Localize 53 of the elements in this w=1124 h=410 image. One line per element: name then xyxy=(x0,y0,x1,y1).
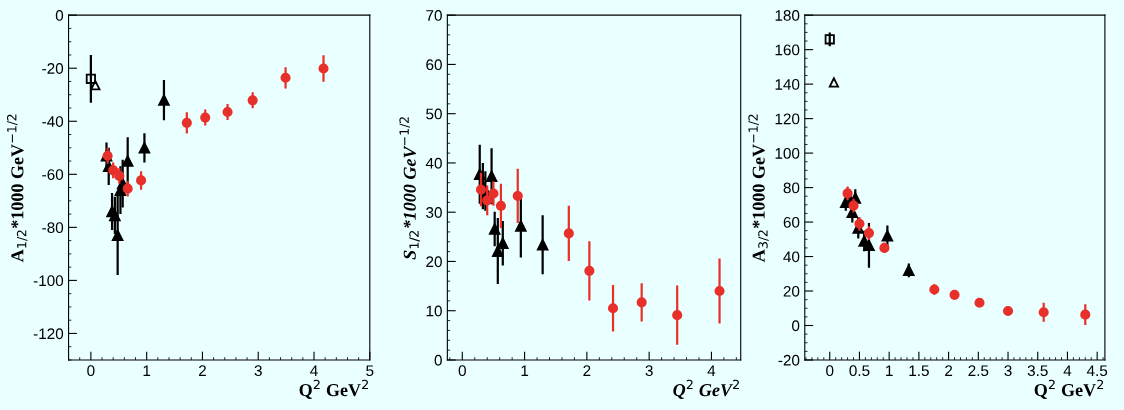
x-tick-label: 4 xyxy=(707,365,716,376)
x-tick-label: 1 xyxy=(886,365,893,376)
x-tick-label: 4.5 xyxy=(1086,365,1108,377)
y-tick-label: 40 xyxy=(425,157,442,169)
x-axis-title: Q$^{2}$ GeV$^{2}$ xyxy=(1034,379,1104,399)
x-tick-label: 0 xyxy=(458,365,466,377)
y-tick-label: 100 xyxy=(775,147,800,159)
y-tick-label: -40 xyxy=(42,116,64,127)
x-tick-label: 4 xyxy=(310,365,318,376)
y-tick-label: 20 xyxy=(783,285,800,297)
y-tick-label: -20 xyxy=(778,354,800,366)
x-tick-label: 4 xyxy=(1063,365,1072,376)
x-tick-label: 2 xyxy=(198,365,206,376)
x-tick-label: 0.5 xyxy=(849,365,870,377)
x-tick-label: 0 xyxy=(826,365,834,377)
y-tick-label: 10 xyxy=(426,305,442,317)
y-tick-label: 60 xyxy=(783,216,800,228)
y-tick-label: 40 xyxy=(783,251,800,263)
x-tick-label: 1 xyxy=(143,365,151,376)
x-tick-label: 5 xyxy=(366,365,374,377)
y-tick-label: 0 xyxy=(55,10,64,21)
y-tick-label: -80 xyxy=(42,222,64,234)
y-tick-label: 180 xyxy=(775,10,800,21)
y-tick-label: 60 xyxy=(426,59,442,71)
y-tick-label: 80 xyxy=(783,182,800,194)
x-tick-label: 3.5 xyxy=(1027,365,1048,377)
y-tick-label: -120 xyxy=(33,328,64,340)
y-tick-label: 140 xyxy=(775,79,800,90)
y-tick-label: 0 xyxy=(434,354,442,366)
x-tick-label: 2 xyxy=(583,365,591,376)
x-tick-label: 2 xyxy=(945,365,953,376)
x-axis-title: Q$^{2}$ GeV$^{2}$ xyxy=(673,379,739,399)
y-axis-title: S$_{1/2}$*1000 GeV$^{−1/2}$ xyxy=(399,117,420,260)
y-axis-title: A$_{1/2}$*1000 GeV$^{−1/2}$ xyxy=(6,114,28,263)
x-tick-label: 3 xyxy=(645,365,653,377)
y-axis-title: A$_{3/2}$*1000 GeV$^{−1/2}$ xyxy=(748,114,769,263)
x-tick-label: 1 xyxy=(521,365,529,376)
x-axis-title: Q$^{2}$ GeV$^{2}$ xyxy=(299,379,368,399)
y-tick-label: -60 xyxy=(42,169,64,180)
x-tick-label: 3 xyxy=(254,365,262,377)
x-tick-label: 3 xyxy=(1004,365,1012,377)
y-tick-label: 20 xyxy=(426,256,442,268)
x-tick-label: 2.5 xyxy=(968,365,989,377)
y-tick-label: 0 xyxy=(792,320,800,332)
y-tick-label: -20 xyxy=(42,63,64,74)
y-tick-label: 70 xyxy=(426,10,442,21)
x-tick-label: 0 xyxy=(87,365,95,377)
y-tick-label: 30 xyxy=(426,207,442,218)
y-tick-label: 120 xyxy=(775,113,800,125)
x-tick-label: 1.5 xyxy=(909,365,929,377)
y-tick-label: 50 xyxy=(426,108,442,120)
y-tick-label: 160 xyxy=(775,44,800,56)
y-tick-label: -100 xyxy=(33,275,64,287)
